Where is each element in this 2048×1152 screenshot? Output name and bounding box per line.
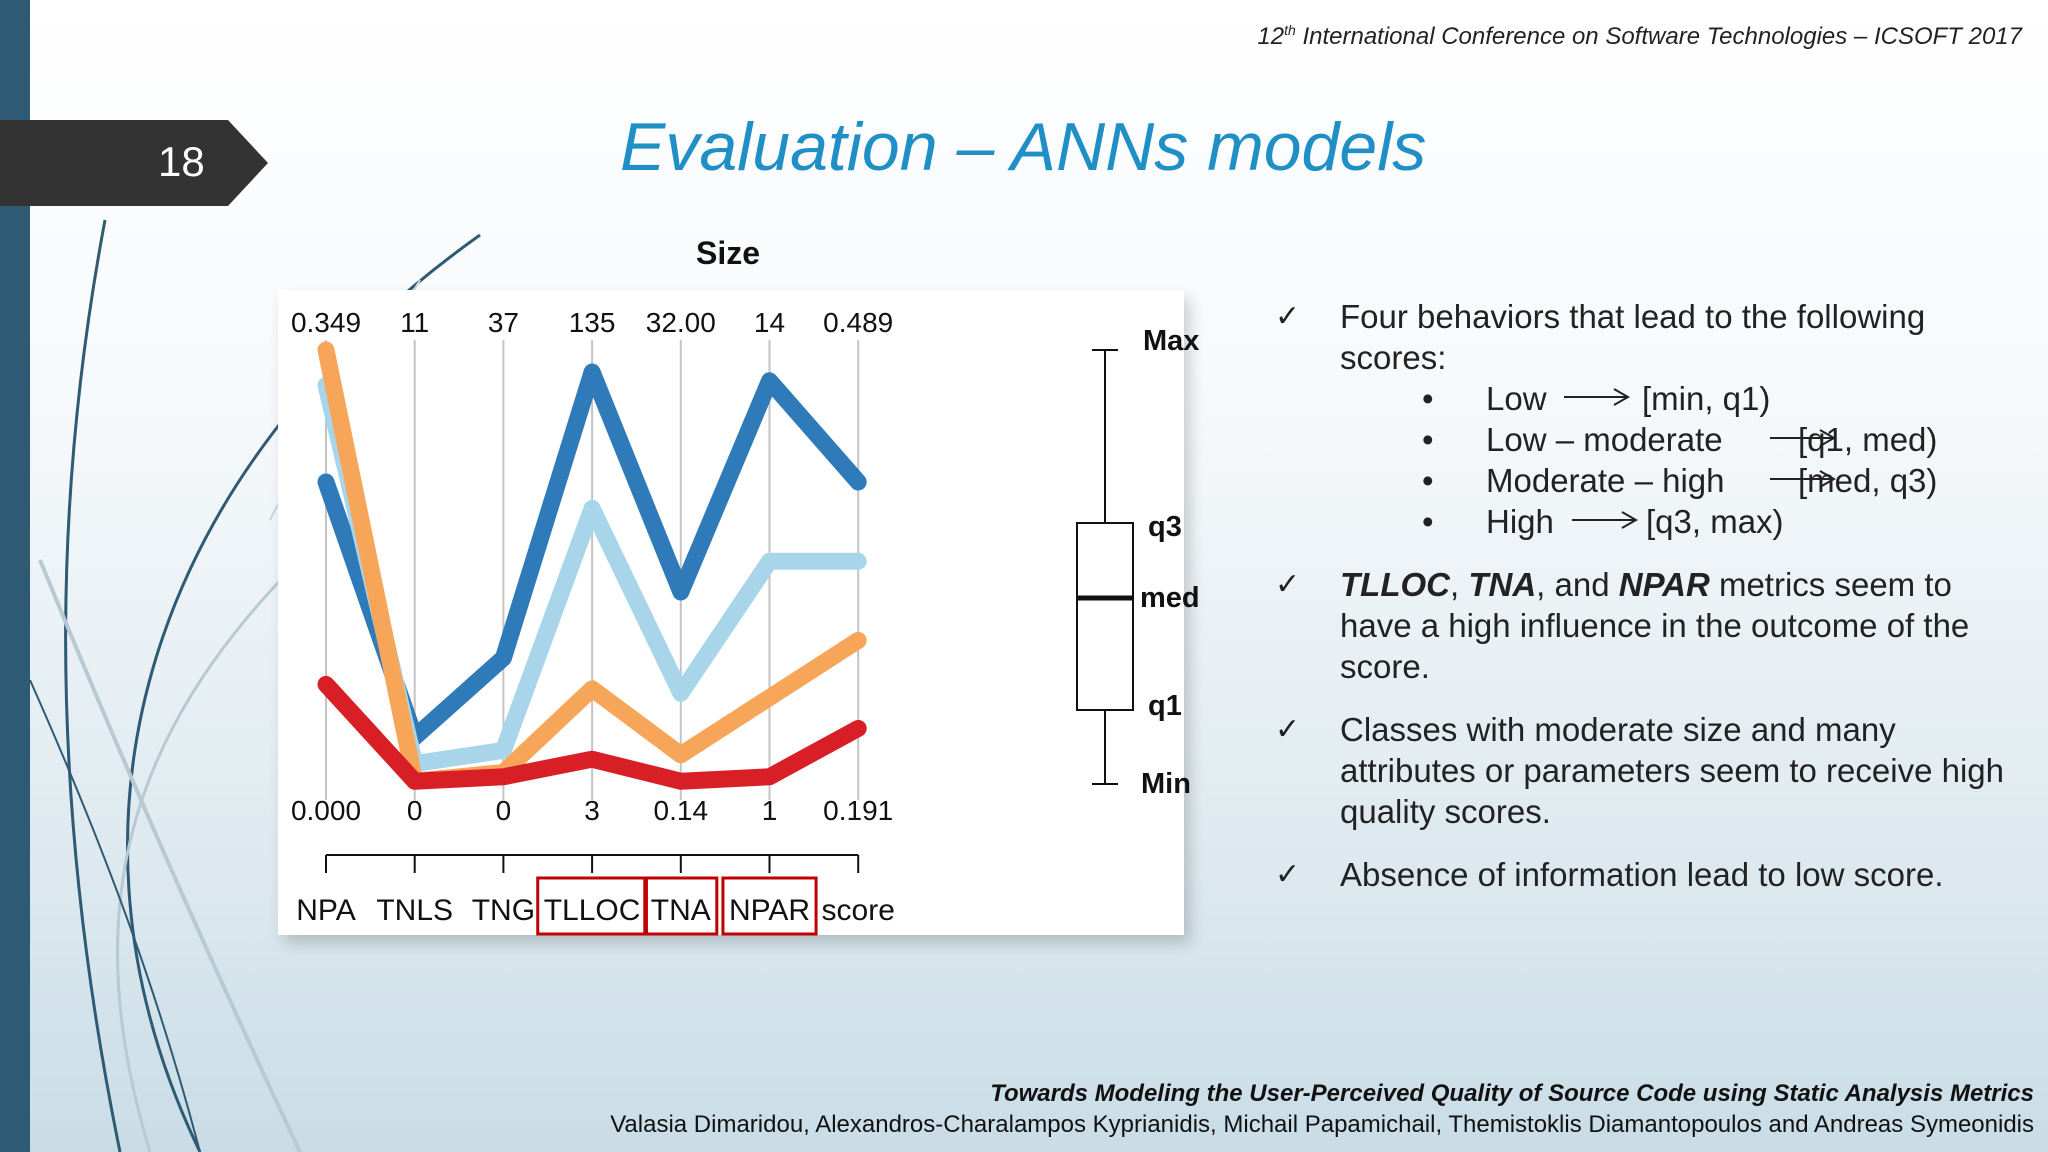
sub-bullet-target: [q1, med) xyxy=(1798,421,1938,458)
bullet-item: ✓ Four behaviors that lead to the follow… xyxy=(1270,296,2010,542)
bullet-text: metrics seem to have a high influence in… xyxy=(1340,566,1970,685)
boxplot-min-label: Min xyxy=(1141,768,1191,800)
axis-name-label-npar: NPAR xyxy=(729,894,810,927)
arrow-right-icon xyxy=(1572,511,1639,529)
parallel-coordinates-chart: 0.349 0.000 NPA 11 0 TNLS 37 0 TNG 135 3 TLLOC 32.00… xyxy=(291,307,1200,936)
arrow-right-icon xyxy=(1770,470,1837,488)
sub-bullet-label: Low xyxy=(1486,380,1547,417)
axis-name-label-npa: NPA xyxy=(296,894,355,927)
bullet-item: ✓ Absence of information lead to low sco… xyxy=(1270,854,2010,895)
sub-bullet-low-moderate: • Low – moderate [q1, med) xyxy=(1340,419,2010,460)
sub-bullet-high: • High [q3, max) xyxy=(1340,501,2010,542)
sub-bullet-label: Moderate – high xyxy=(1486,462,1725,499)
bullet-text: Classes with moderate size and many attr… xyxy=(1340,711,2004,830)
axis-min-label: 0.191 xyxy=(823,795,893,826)
conference-ordinal-suffix: th xyxy=(1284,22,1296,38)
boxplot-q3-label: q3 xyxy=(1148,511,1182,543)
sub-bullet-target: [min, q1) xyxy=(1642,380,1771,417)
series-line-4 xyxy=(317,675,867,790)
boxplot-max-label: Max xyxy=(1143,325,1199,357)
highlight-box-tna xyxy=(643,876,719,936)
metric-tlloc: TLLOC xyxy=(1340,566,1450,603)
boxplot-med-label: med xyxy=(1140,582,1200,614)
conference-ordinal-number: 12 xyxy=(1257,23,1285,50)
axis-max-label: 32.00 xyxy=(646,307,716,338)
axis-min-label: 0 xyxy=(407,795,423,826)
separator-text: , xyxy=(1449,566,1469,603)
bullet-list: ✓ Four behaviors that lead to the follow… xyxy=(1270,296,2010,917)
chart-title: Size xyxy=(696,235,761,271)
sub-bullet-target: [med, q3) xyxy=(1798,462,1938,499)
sub-bullet-low: • Low [min, q1) xyxy=(1340,378,2010,419)
boxplot-legend: Max q3 med q1 Min xyxy=(1076,325,1200,800)
slide-number: 18 xyxy=(158,138,205,185)
bullet-dot-icon: • xyxy=(1422,421,1434,458)
checkmark-icon: ✓ xyxy=(1275,713,1301,746)
footer-paper-title: Towards Modeling the User-Perceived Qual… xyxy=(990,1080,2034,1107)
axis-name-label-tna: TNA xyxy=(651,894,711,927)
bullet-dot-icon: • xyxy=(1422,503,1434,540)
axis-name-label-tlloc: TLLOC xyxy=(544,894,641,927)
bullet-item: ✓ Classes with moderate size and many at… xyxy=(1270,709,2010,832)
slide-title: Evaluation – ANNs models xyxy=(620,109,1427,185)
axis-max-label: 11 xyxy=(400,307,429,338)
axis-min-label: 0 xyxy=(496,795,512,826)
sub-bullet-moderate-high: • Moderate – high [med, q3) xyxy=(1340,460,2010,501)
conference-name: International Conference on Software Tec… xyxy=(1302,23,2022,50)
sub-bullet-label: High xyxy=(1486,503,1554,540)
axis-min-label: 3 xyxy=(584,795,600,826)
arrow-right-icon xyxy=(1564,388,1631,406)
conference-header: 12th International Conference on Softwar… xyxy=(1257,22,2022,51)
axis-name-label-tnls: TNLS xyxy=(376,894,453,927)
slide-number-tab: 18 xyxy=(0,120,268,206)
checkmark-icon: ✓ xyxy=(1275,300,1301,333)
footer-authors: Valasia Dimaridou, Alexandros-Charalampo… xyxy=(610,1111,2034,1138)
checkmark-icon: ✓ xyxy=(1275,568,1301,601)
axis-name-label-score: score xyxy=(822,894,895,927)
axis-max-label: 0.489 xyxy=(823,307,893,338)
axis-max-label: 37 xyxy=(488,307,519,338)
bullet-text: Four behaviors that lead to the followin… xyxy=(1340,298,1926,376)
axis-max-label: 135 xyxy=(569,307,616,338)
axis-min-label: 0.14 xyxy=(654,795,709,826)
highlight-box-tlloc xyxy=(536,876,648,936)
sub-bullet-label: Low – moderate xyxy=(1486,421,1723,458)
axis-max-label: 14 xyxy=(754,307,785,338)
bullet-dot-icon: • xyxy=(1422,380,1434,417)
separator-text: , and xyxy=(1536,566,1619,603)
sub-bullet-target: [q3, max) xyxy=(1646,503,1784,540)
bullet-text: Absence of information lead to low score… xyxy=(1340,856,1944,893)
axis-name-label-tng: TNG xyxy=(472,894,535,927)
boxplot-box xyxy=(1076,522,1134,711)
checkmark-icon: ✓ xyxy=(1275,858,1301,891)
boxplot-q1-label: q1 xyxy=(1148,690,1182,722)
arrow-right-icon xyxy=(1770,429,1837,447)
metric-tna: TNA xyxy=(1468,566,1537,603)
bullet-item: ✓ TLLOC, TNA, and NPAR metrics seem to h… xyxy=(1270,564,2010,687)
metric-npar: NPAR xyxy=(1618,566,1710,603)
highlight-box-npar xyxy=(721,876,818,936)
bullet-dot-icon: • xyxy=(1422,462,1434,499)
axis-max-label: 0.349 xyxy=(291,307,361,338)
axis-min-label: 0.000 xyxy=(291,795,361,826)
axis-min-label: 1 xyxy=(762,795,778,826)
